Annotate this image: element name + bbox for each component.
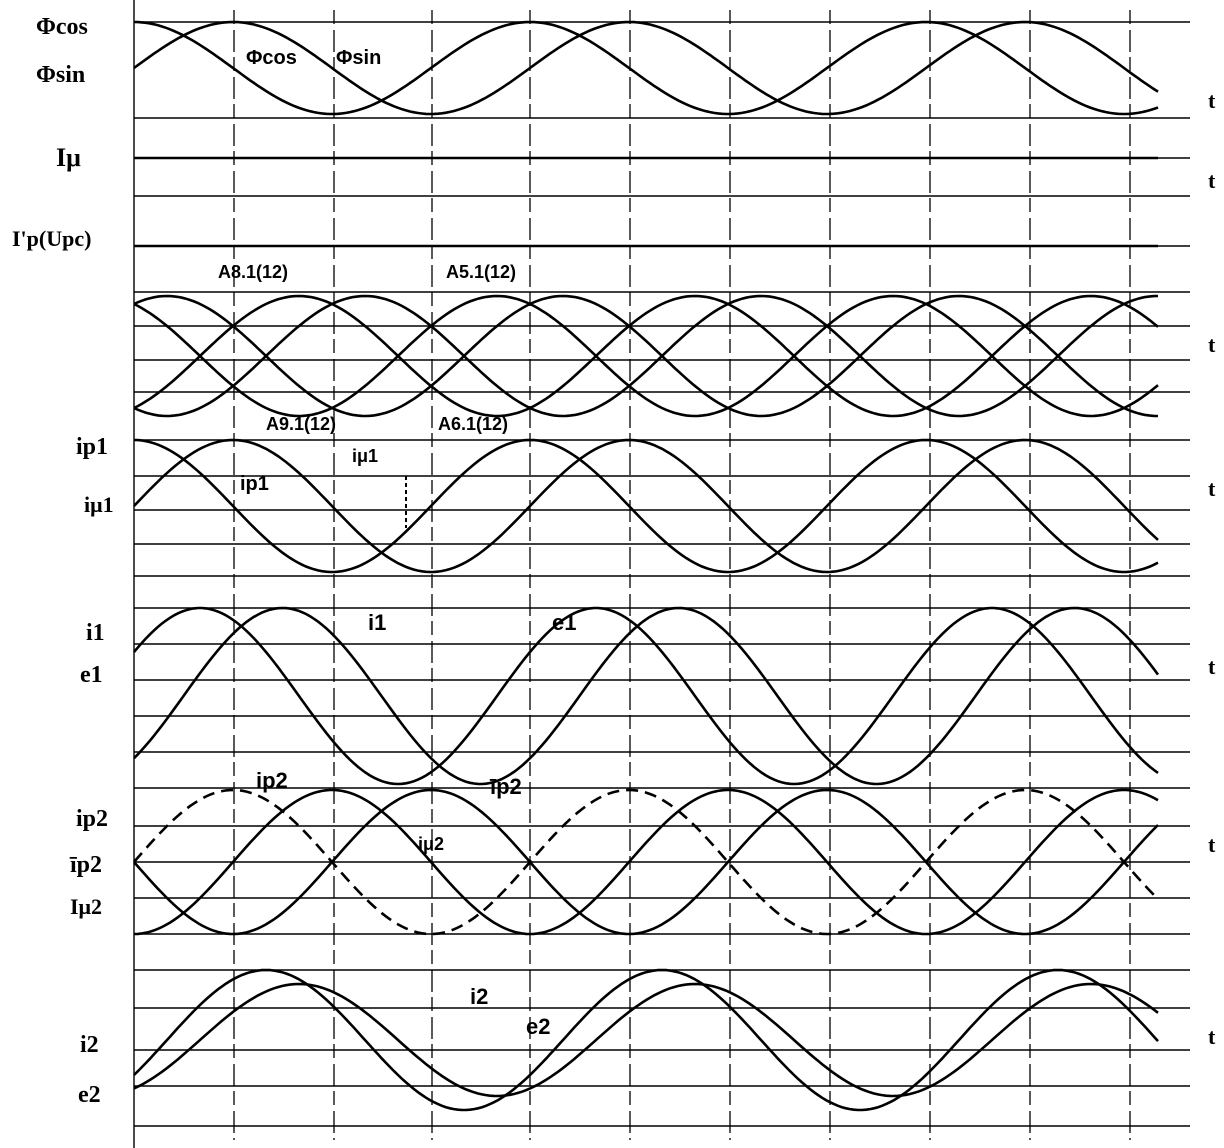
annotation-a91: A9.1(12)	[266, 414, 336, 434]
annotation-a51: A5.1(12)	[446, 262, 516, 282]
curve-switch-states-3	[133, 294, 1159, 418]
label-phi-cos: Φcos	[36, 14, 88, 40]
annotation-ip2: ip2	[256, 768, 288, 793]
t-axis-label-5: t	[1208, 476, 1216, 501]
curve-flux-0	[133, 20, 1159, 116]
label-ip2-bar: īp2	[69, 852, 102, 878]
curve-ip1-imu1-0	[133, 438, 1159, 574]
annotation-e1: e1	[552, 610, 576, 635]
annotation-ip2-bar: īp2	[489, 774, 522, 799]
curve-i1-e1-1	[133, 606, 1159, 786]
annotation-phi-sin: Φsin	[336, 47, 381, 69]
labels: Φcos Φsin Φcos Φsin t Iμ t I'p(Upc) A8.1…	[12, 14, 1216, 1108]
annotation-imu1: iμ1	[352, 446, 378, 466]
curve-ip2-imu2-1	[133, 788, 1159, 936]
annotation-a81: A8.1(12)	[218, 262, 288, 282]
label-i2: i2	[80, 1032, 99, 1058]
curve-flux-1	[133, 20, 1159, 116]
curve-switch-states-1	[133, 294, 1159, 418]
waveform-curves	[133, 20, 1160, 1112]
label-e2: e2	[78, 1082, 101, 1108]
annotation-ip1: ip1	[240, 473, 269, 495]
t-axis-label-1: t	[1208, 88, 1216, 113]
curve-i1-e1-0	[133, 606, 1160, 786]
annotation-i1: i1	[368, 610, 386, 635]
label-imu2: Iμ2	[70, 894, 102, 919]
curve-ip2-imu2-0	[133, 788, 1159, 936]
label-ip2: ip2	[76, 806, 108, 832]
label-imu1: iμ1	[84, 492, 114, 517]
t-axis-label-6: t	[1208, 654, 1216, 679]
annotation-e2: e2	[526, 1014, 550, 1039]
curve-switch-states-2	[133, 294, 1159, 418]
label-i-mu: Iμ	[56, 143, 81, 172]
label-i1: i1	[86, 620, 105, 646]
annotation-a61: A6.1(12)	[438, 414, 508, 434]
curve-i2-e2-1	[133, 982, 1159, 1098]
curve-ip1-imu1-1	[133, 438, 1159, 574]
curve-ip2-imu2-2	[133, 788, 1159, 936]
annotation-imu2: iμ2	[418, 834, 444, 854]
label-ip1: ip1	[76, 434, 108, 460]
label-e1: e1	[80, 662, 103, 688]
label-i-p-u-pc: I'p(Upc)	[12, 226, 91, 251]
t-axis-label-4: t	[1208, 332, 1216, 357]
curve-switch-states-0	[133, 294, 1159, 418]
annotation-phi-cos: Φcos	[246, 47, 297, 69]
t-axis-label-2: t	[1208, 168, 1216, 193]
t-axis-label-8: t	[1208, 1024, 1216, 1049]
annotation-i2: i2	[470, 984, 488, 1009]
t-axis-label-7: t	[1208, 832, 1216, 857]
label-phi-sin: Φsin	[36, 62, 85, 88]
curve-i2-e2-0	[133, 968, 1159, 1112]
